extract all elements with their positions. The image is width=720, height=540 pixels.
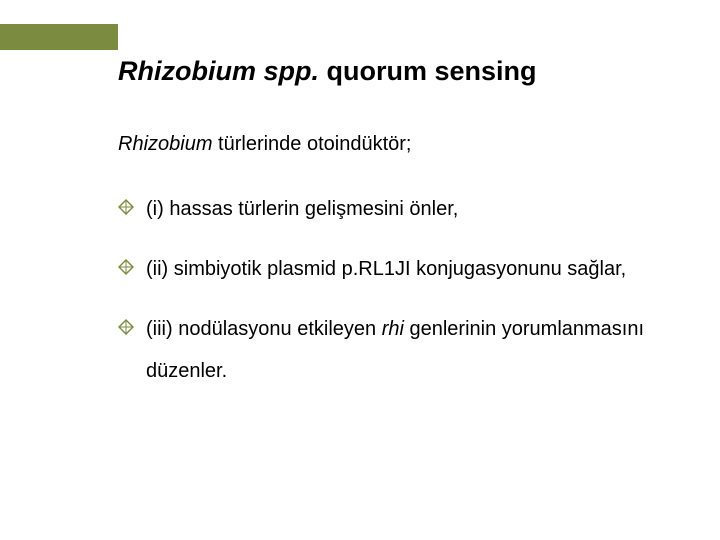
- diamond-bullet-icon: [118, 319, 134, 335]
- list-item: (i) hassas türlerin gelişmesini önler,: [118, 188, 680, 230]
- bullet-list: (i) hassas türlerin gelişmesini önler, (…: [118, 188, 680, 392]
- subtitle-italic: Rhizobium: [118, 133, 212, 155]
- slide-content: Rhizobium spp. quorum sensing Rhizobium …: [118, 56, 680, 410]
- diamond-bullet-icon: [118, 259, 134, 275]
- bullet-text: (i) hassas türlerin gelişmesini önler,: [146, 198, 458, 220]
- page-title: Rhizobium spp. quorum sensing: [118, 56, 680, 87]
- accent-bar: [0, 24, 118, 50]
- list-item: (iii) nodülasyonu etkileyen rhi genlerin…: [118, 308, 680, 392]
- subtitle-rest: türlerinde otoindüktör;: [212, 133, 411, 155]
- title-italic: Rhizobium spp.: [118, 56, 319, 86]
- subtitle: Rhizobium türlerinde otoindüktör;: [118, 133, 680, 156]
- title-rest: quorum sensing: [319, 56, 537, 86]
- list-item: (ii) simbiyotik plasmid p.RL1JI konjugas…: [118, 248, 680, 290]
- diamond-bullet-icon: [118, 199, 134, 215]
- bullet-text-italic: rhi: [382, 318, 404, 340]
- bullet-text-pre: (iii) nodülasyonu etkileyen: [146, 318, 382, 340]
- bullet-text: (ii) simbiyotik plasmid p.RL1JI konjugas…: [146, 258, 626, 280]
